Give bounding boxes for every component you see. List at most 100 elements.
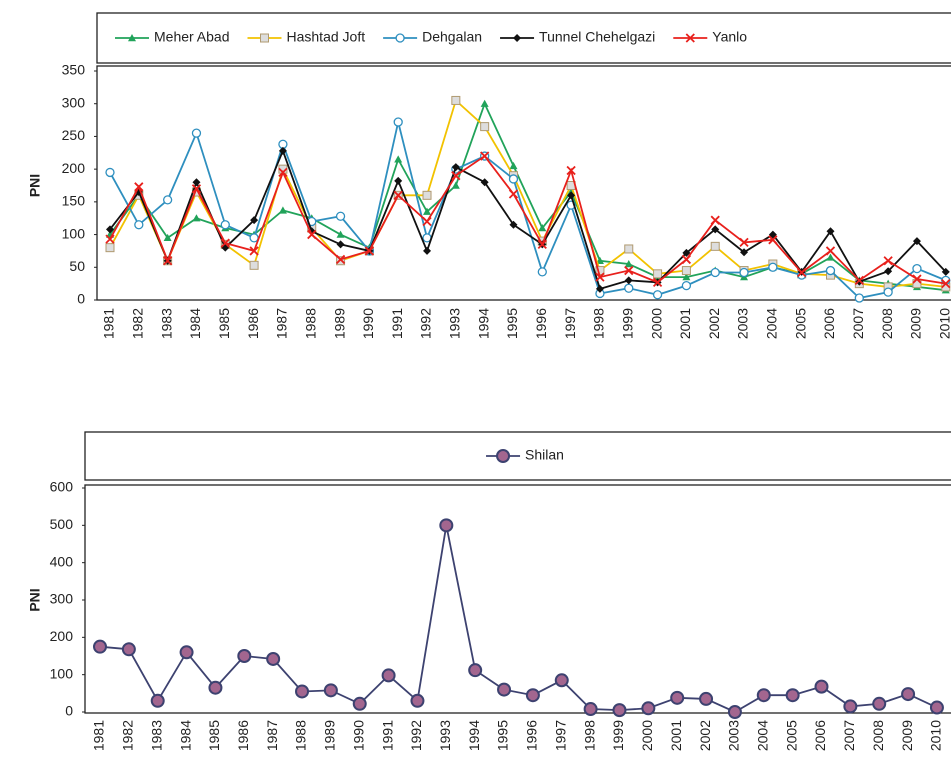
marker xyxy=(250,216,259,225)
marker xyxy=(480,178,489,187)
marker xyxy=(496,449,511,463)
x-tick-label: 1983 xyxy=(158,308,174,339)
x-tick-label: 2006 xyxy=(812,720,828,751)
marker xyxy=(710,267,720,278)
marker xyxy=(163,256,173,266)
marker xyxy=(537,239,547,250)
marker xyxy=(278,206,287,214)
marker xyxy=(641,701,656,716)
x-tick-label: 2005 xyxy=(792,308,808,339)
marker xyxy=(451,95,461,105)
marker xyxy=(682,273,691,281)
x-tick-label: 2006 xyxy=(821,308,837,339)
x-tick-label: 1982 xyxy=(120,720,136,751)
marker xyxy=(685,33,695,43)
marker xyxy=(652,277,663,287)
marker xyxy=(710,215,720,225)
x-tick-label: 2007 xyxy=(841,720,857,751)
marker xyxy=(681,280,692,291)
x-tick-label: 2001 xyxy=(668,720,684,751)
legend-item: Yanlo xyxy=(673,29,747,45)
y-axis-label: PNI xyxy=(27,174,43,197)
y-tick-label: 350 xyxy=(62,62,86,78)
marker xyxy=(670,690,685,705)
y-tick-label: 600 xyxy=(50,479,74,495)
x-tick-label: 1982 xyxy=(130,308,146,339)
y-tick-label: 100 xyxy=(50,665,74,681)
series-line xyxy=(109,101,946,292)
marker xyxy=(583,702,598,717)
marker xyxy=(508,174,519,184)
x-tick-label: 2001 xyxy=(677,308,693,339)
marker xyxy=(480,122,490,132)
marker xyxy=(191,128,202,138)
marker xyxy=(163,233,172,242)
x-tick-label: 1986 xyxy=(245,308,261,339)
marker xyxy=(192,214,201,222)
x-tick-label: 2000 xyxy=(639,720,655,751)
marker xyxy=(106,225,114,234)
marker xyxy=(410,693,425,708)
x-tick-label: 2003 xyxy=(735,308,751,339)
x-tick-label: 1995 xyxy=(495,720,511,751)
marker xyxy=(567,191,576,200)
marker xyxy=(595,284,604,293)
x-tick-label: 2008 xyxy=(870,720,886,751)
marker xyxy=(624,260,633,268)
marker xyxy=(711,225,720,234)
legend-item: Meher Abad xyxy=(115,29,230,45)
marker xyxy=(624,265,634,276)
x-tick-label: 1994 xyxy=(466,720,482,751)
marker xyxy=(278,146,287,155)
legend-label: Tunnel Chehelgazi xyxy=(539,29,655,45)
x-tick-label: 2003 xyxy=(726,720,742,751)
marker xyxy=(710,241,720,251)
marker xyxy=(93,639,107,654)
x-tick-label: 1992 xyxy=(418,308,434,339)
legend-item: Tunnel Chehelgazi xyxy=(500,29,655,45)
x-tick-label: 2002 xyxy=(697,720,713,751)
marker xyxy=(739,267,749,278)
marker xyxy=(612,703,627,718)
legend-label: Dehgalan xyxy=(422,29,482,45)
marker xyxy=(423,207,432,215)
marker xyxy=(393,190,403,200)
y-tick-label: 200 xyxy=(62,160,86,176)
x-tick-label: 1993 xyxy=(437,720,453,751)
marker xyxy=(323,683,338,698)
marker xyxy=(768,235,778,245)
x-tick-label: 1998 xyxy=(591,308,607,339)
x-tick-label: 1987 xyxy=(274,308,290,339)
series-line xyxy=(99,525,938,714)
marker xyxy=(451,163,460,172)
legend-label: Yanlo xyxy=(712,29,747,45)
marker xyxy=(912,274,922,284)
marker xyxy=(422,190,432,200)
marker xyxy=(509,220,518,229)
legend-item: Shilan xyxy=(486,447,564,463)
x-tick-label: 1999 xyxy=(610,720,626,751)
legend: Meher Abad Hashtad Joft Dehgalan Tunnel Che… xyxy=(115,29,747,45)
marker xyxy=(941,279,951,289)
marker xyxy=(797,267,807,278)
marker xyxy=(595,272,605,282)
x-tick-label: 1983 xyxy=(148,720,164,751)
legend-label: Meher Abad xyxy=(154,29,230,45)
marker xyxy=(682,248,691,257)
x-tick-label: 1993 xyxy=(447,308,463,339)
marker xyxy=(480,151,490,161)
marker xyxy=(912,237,921,246)
marker xyxy=(162,195,173,205)
marker xyxy=(826,227,835,236)
marker xyxy=(883,287,893,297)
marker xyxy=(468,663,483,678)
x-tick-label: 1991 xyxy=(379,720,395,751)
legend-box xyxy=(96,12,951,64)
marker xyxy=(150,693,165,708)
x-tick-label: 1996 xyxy=(533,308,549,339)
marker xyxy=(785,688,800,703)
x-tick-label: 1987 xyxy=(264,720,280,751)
y-tick-label: 100 xyxy=(62,225,86,241)
marker xyxy=(352,696,367,711)
